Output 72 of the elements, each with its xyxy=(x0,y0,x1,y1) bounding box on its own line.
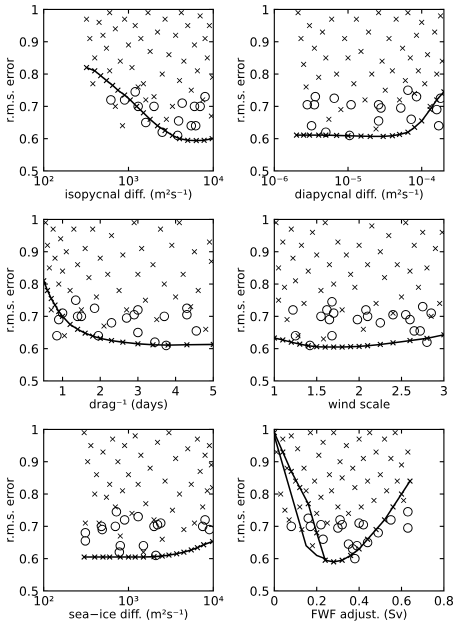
y-tick-label: 0.8 xyxy=(250,70,269,79)
x-tick-label: 5 xyxy=(210,386,216,396)
y-axis-title: r.m.s. error xyxy=(7,478,14,542)
x-tick-label: 0.6 xyxy=(392,596,411,606)
x-tick-label: 10⁻⁴ xyxy=(409,176,436,186)
y-tick-label: 0.8 xyxy=(20,70,38,79)
x-axis-title: sea−ice diff. (m²s⁻¹) xyxy=(69,609,188,620)
y-axis-title: r.m.s. error xyxy=(238,478,245,542)
x-tick-label: 1 xyxy=(60,386,66,396)
x-axis-title: isopycnal diff. (m²s⁻¹) xyxy=(66,189,192,201)
x-tick-label: 10⁴ xyxy=(204,596,224,606)
y-tick-label: 0.7 xyxy=(250,522,268,532)
x-axis-title: FWF adjust. (Sv) xyxy=(312,609,406,621)
y-axis-title: r.m.s. error xyxy=(238,268,245,332)
y-tick-label: 0.6 xyxy=(20,344,38,354)
x-tick-label: 10⁴ xyxy=(204,176,224,186)
x-axis-title: drag⁻¹ (days) xyxy=(90,399,167,411)
y-tick-label: 0.8 xyxy=(20,280,38,289)
x-tick-label: 0 xyxy=(271,596,278,606)
y-tick-label: 0.9 xyxy=(20,37,38,47)
y-tick-label: 0.7 xyxy=(250,102,268,112)
y-tick-label: 0.5 xyxy=(250,166,268,176)
y-tick-label: 1 xyxy=(262,425,268,434)
x-tick-label: 10⁻⁵ xyxy=(336,176,362,186)
y-tick-label: 0.8 xyxy=(250,280,269,289)
x-axis-title: wind scale xyxy=(328,399,390,408)
y-tick-label: 1 xyxy=(32,425,38,434)
x-tick-label: 10² xyxy=(34,596,54,606)
y-axis-title: r.m.s. error xyxy=(238,58,245,122)
x-tick-label: 1 xyxy=(272,386,278,396)
y-tick-label: 1 xyxy=(262,215,268,224)
y-tick-label: 0.7 xyxy=(20,522,38,532)
y-tick-label: 0.6 xyxy=(250,344,269,354)
y-tick-label: 0.9 xyxy=(250,247,269,257)
x-axis-title: diapycnal diff. (m²s⁻¹) xyxy=(295,189,423,201)
x-tick-label: 3 xyxy=(134,386,141,396)
x-tick-label: 3 xyxy=(440,386,447,396)
y-tick-label: 0.7 xyxy=(250,312,268,322)
x-tick-label: 10³ xyxy=(119,596,138,606)
y-tick-label: 0.7 xyxy=(20,312,38,322)
y-tick-label: 1 xyxy=(262,5,268,14)
x-tick-label: 0.4 xyxy=(350,596,368,606)
y-tick-label: 1 xyxy=(32,215,38,224)
x-tick-label: 4 xyxy=(172,386,179,396)
y-tick-label: 0.5 xyxy=(250,376,268,386)
y-tick-label: 0.8 xyxy=(20,489,38,499)
y-tick-label: 0.5 xyxy=(20,376,38,386)
y-axis-title: r.m.s. error xyxy=(7,58,14,122)
x-tick-label: 1.5 xyxy=(308,386,326,396)
y-tick-label: 0.5 xyxy=(20,166,38,176)
y-tick-label: 0.6 xyxy=(20,554,38,564)
y-tick-label: 0.9 xyxy=(250,37,269,47)
y-tick-label: 0.7 xyxy=(20,102,38,112)
y-tick-label: 0.9 xyxy=(20,457,38,467)
y-tick-label: 1 xyxy=(32,5,38,14)
y-axis-title: r.m.s. error xyxy=(7,268,14,332)
x-tick-label: 0.8 xyxy=(434,596,453,606)
y-tick-label: 0.5 xyxy=(20,586,38,596)
x-tick-label: 0.2 xyxy=(308,596,326,606)
y-tick-label: 0.5 xyxy=(250,586,268,596)
x-tick-label: 2.5 xyxy=(392,386,410,396)
y-tick-label: 0.8 xyxy=(250,489,269,499)
x-tick-label: 10³ xyxy=(119,176,138,186)
x-tick-label: 2 xyxy=(356,386,362,396)
y-tick-label: 0.6 xyxy=(20,134,38,144)
y-tick-label: 0.6 xyxy=(250,554,269,564)
x-tick-label: 10⁻⁶ xyxy=(262,176,288,186)
x-tick-label: 10² xyxy=(34,176,54,186)
y-tick-label: 0.9 xyxy=(20,247,38,257)
y-tick-label: 0.9 xyxy=(250,457,269,467)
y-tick-label: 0.6 xyxy=(250,134,269,144)
x-tick-label: 2 xyxy=(97,386,103,396)
